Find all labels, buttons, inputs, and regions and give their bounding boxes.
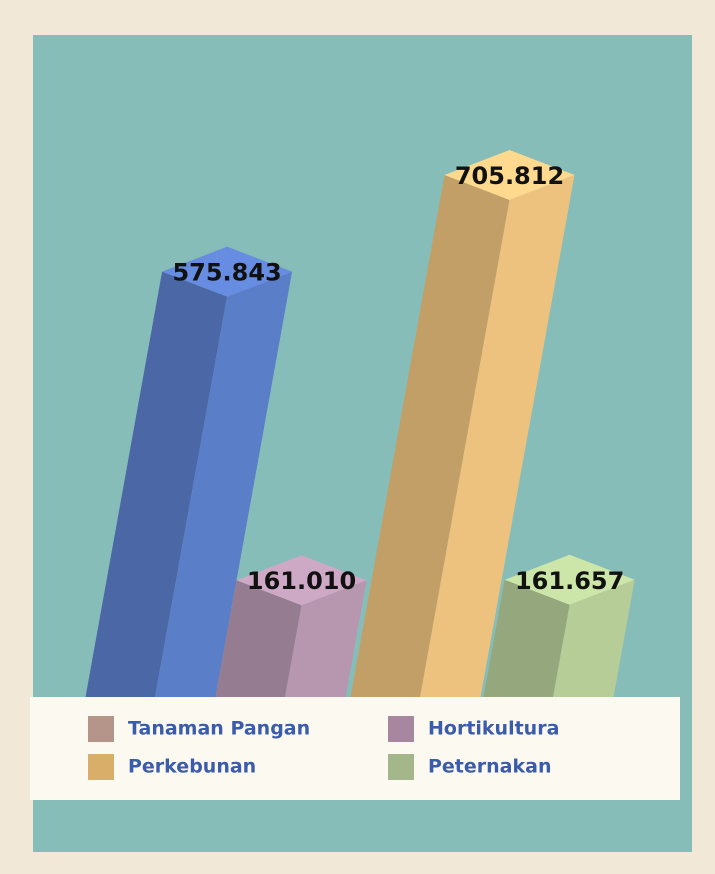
- bar-left-face: [215, 580, 302, 725]
- bar-top: [504, 554, 635, 605]
- legend-swatch: [388, 716, 414, 742]
- legend: Tanaman Pangan Hortikultura Perkebunan Pete…: [88, 716, 559, 780]
- legend-box: [30, 697, 680, 800]
- bar-right-face: [150, 271, 293, 725]
- value-label: 575.843: [172, 259, 281, 287]
- value-label: 161.657: [515, 567, 624, 595]
- legend-label: Tanaman Pangan: [128, 718, 310, 740]
- legend-label: Perkebunan: [128, 756, 256, 778]
- bar-top: [236, 555, 367, 606]
- value-label: 161.010: [247, 567, 356, 595]
- value-label: 705.812: [455, 162, 564, 190]
- bar-right-face: [280, 580, 367, 725]
- legend-swatch: [88, 716, 114, 742]
- bar-right-face: [548, 579, 635, 725]
- bar-top: [162, 246, 293, 297]
- bar-left-face: [85, 271, 228, 725]
- bar-right-face: [415, 175, 575, 725]
- legend-label: Hortikultura: [428, 718, 559, 740]
- bar-top: [444, 150, 575, 200]
- bars: 575.843 161.010 705.812 161.657: [85, 150, 635, 725]
- bar-left-face: [483, 579, 570, 725]
- legend-swatch: [88, 754, 114, 780]
- legend-label: Peternakan: [428, 756, 551, 778]
- legend-swatch: [388, 754, 414, 780]
- bar-left-face: [350, 175, 510, 725]
